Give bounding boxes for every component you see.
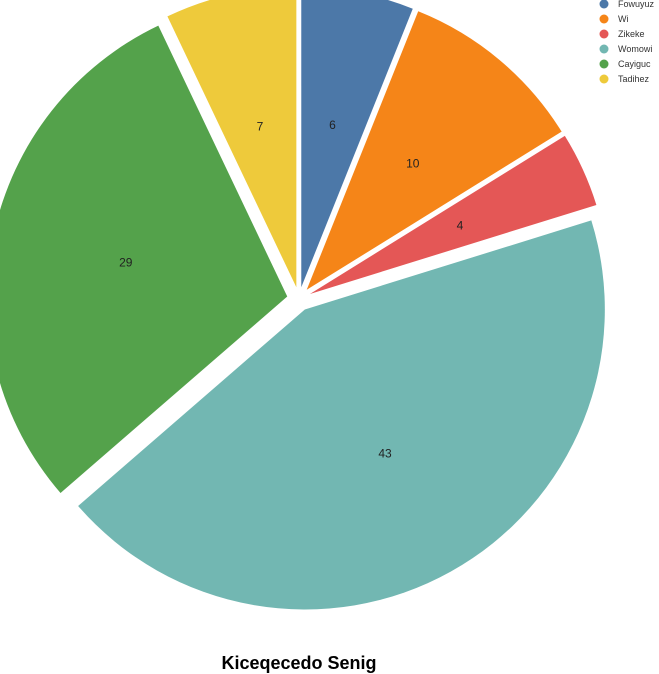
slice-value-label: 10 — [406, 156, 420, 170]
legend-swatch — [599, 14, 609, 24]
legend-label: Fowuyuz — [618, 0, 655, 9]
slice-value-label: 7 — [257, 119, 264, 133]
pie-slice-zikeke — [309, 135, 597, 295]
legend-label: Tadihez — [618, 74, 650, 84]
pie-slice-cayiguc — [0, 25, 288, 494]
pie-slice-womowi — [78, 220, 605, 610]
legend-swatch — [599, 44, 609, 54]
legend-label: Zikeke — [618, 29, 645, 39]
pie-slices — [0, 0, 605, 610]
legend-swatch — [599, 59, 609, 69]
legend-swatch — [599, 0, 609, 9]
pie-slice-fowuyuz — [301, 0, 413, 288]
slice-value-label: 43 — [378, 447, 392, 461]
legend-label: Cayiguc — [618, 59, 651, 69]
legend-label: Womowi — [618, 44, 652, 54]
pie-slice-tadihez — [167, 0, 297, 288]
slice-value-label: 6 — [329, 118, 336, 132]
slice-value-label: 4 — [457, 218, 464, 232]
chart-title: Kiceqecedo Senig — [221, 653, 376, 673]
legend: Fowuyuz Wi Zikeke Womowi Cayiguc Tadihez — [599, 0, 655, 84]
pie-slice-labels: 6 10 4 43 29 7 — [119, 118, 464, 460]
slice-value-label: 29 — [119, 256, 133, 270]
legend-swatch — [599, 74, 609, 84]
legend-label: Wi — [618, 14, 629, 24]
legend-swatch — [599, 29, 609, 39]
pie-slice-wi — [306, 11, 562, 290]
